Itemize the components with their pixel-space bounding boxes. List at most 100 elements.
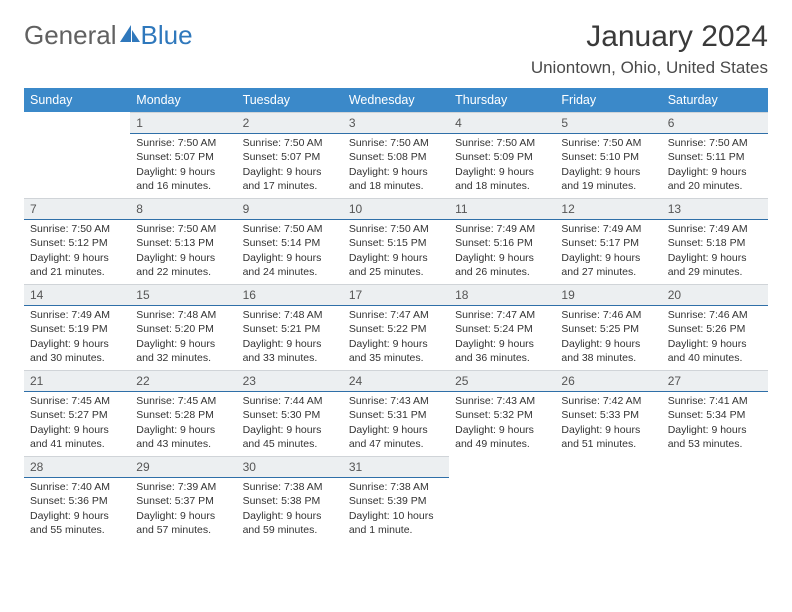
day-details: Sunrise: 7:44 AMSunset: 5:30 PMDaylight:… [237,392,343,455]
daylight-line: Daylight: 9 hours and 17 minutes. [243,165,337,193]
sunrise-line: Sunrise: 7:47 AM [349,308,443,322]
brand-sail-icon [119,24,141,44]
day-details: Sunrise: 7:49 AMSunset: 5:16 PMDaylight:… [449,220,555,283]
day-details: Sunrise: 7:48 AMSunset: 5:21 PMDaylight:… [237,306,343,369]
sunrise-line: Sunrise: 7:50 AM [668,136,762,150]
sunrise-line: Sunrise: 7:50 AM [136,136,230,150]
day-details: Sunrise: 7:50 AMSunset: 5:07 PMDaylight:… [130,134,236,197]
sunset-line: Sunset: 5:33 PM [561,408,655,422]
day-details: Sunrise: 7:47 AMSunset: 5:22 PMDaylight:… [343,306,449,369]
calendar-day-cell: 30Sunrise: 7:38 AMSunset: 5:38 PMDayligh… [237,456,343,542]
calendar-week-row: 7Sunrise: 7:50 AMSunset: 5:12 PMDaylight… [24,198,768,284]
daylight-line: Daylight: 9 hours and 59 minutes. [243,509,337,537]
sunrise-line: Sunrise: 7:50 AM [243,136,337,150]
day-details: Sunrise: 7:43 AMSunset: 5:32 PMDaylight:… [449,392,555,455]
day-number: 6 [662,112,768,134]
sunrise-line: Sunrise: 7:40 AM [30,480,124,494]
sunset-line: Sunset: 5:09 PM [455,150,549,164]
sunrise-line: Sunrise: 7:50 AM [243,222,337,236]
calendar-day-cell [24,112,130,198]
day-details: Sunrise: 7:50 AMSunset: 5:10 PMDaylight:… [555,134,661,197]
day-number: 21 [24,370,130,392]
day-number: 17 [343,284,449,306]
daylight-line: Daylight: 9 hours and 36 minutes. [455,337,549,365]
calendar-day-cell: 14Sunrise: 7:49 AMSunset: 5:19 PMDayligh… [24,284,130,370]
calendar-day-cell [449,456,555,542]
sunset-line: Sunset: 5:32 PM [455,408,549,422]
calendar-day-cell: 9Sunrise: 7:50 AMSunset: 5:14 PMDaylight… [237,198,343,284]
daylight-line: Daylight: 9 hours and 47 minutes. [349,423,443,451]
day-number: 29 [130,456,236,478]
calendar-day-cell: 2Sunrise: 7:50 AMSunset: 5:07 PMDaylight… [237,112,343,198]
sunrise-line: Sunrise: 7:46 AM [561,308,655,322]
daylight-line: Daylight: 9 hours and 27 minutes. [561,251,655,279]
day-details: Sunrise: 7:45 AMSunset: 5:27 PMDaylight:… [24,392,130,455]
calendar-day-cell: 23Sunrise: 7:44 AMSunset: 5:30 PMDayligh… [237,370,343,456]
day-details: Sunrise: 7:46 AMSunset: 5:26 PMDaylight:… [662,306,768,369]
day-number: 4 [449,112,555,134]
sunrise-line: Sunrise: 7:38 AM [349,480,443,494]
sunset-line: Sunset: 5:31 PM [349,408,443,422]
sunrise-line: Sunrise: 7:43 AM [349,394,443,408]
day-details: Sunrise: 7:43 AMSunset: 5:31 PMDaylight:… [343,392,449,455]
calendar-day-cell: 21Sunrise: 7:45 AMSunset: 5:27 PMDayligh… [24,370,130,456]
sunset-line: Sunset: 5:20 PM [136,322,230,336]
calendar-day-cell: 10Sunrise: 7:50 AMSunset: 5:15 PMDayligh… [343,198,449,284]
sunset-line: Sunset: 5:15 PM [349,236,443,250]
weekday-header: Saturday [662,88,768,112]
day-details: Sunrise: 7:49 AMSunset: 5:17 PMDaylight:… [555,220,661,283]
day-number: 2 [237,112,343,134]
sunset-line: Sunset: 5:25 PM [561,322,655,336]
day-number: 15 [130,284,236,306]
day-number: 27 [662,370,768,392]
calendar-day-cell: 5Sunrise: 7:50 AMSunset: 5:10 PMDaylight… [555,112,661,198]
daylight-line: Daylight: 9 hours and 49 minutes. [455,423,549,451]
sunset-line: Sunset: 5:24 PM [455,322,549,336]
calendar-day-cell: 22Sunrise: 7:45 AMSunset: 5:28 PMDayligh… [130,370,236,456]
sunrise-line: Sunrise: 7:49 AM [455,222,549,236]
day-number: 12 [555,198,661,220]
sunrise-line: Sunrise: 7:49 AM [668,222,762,236]
day-number: 1 [130,112,236,134]
sunset-line: Sunset: 5:37 PM [136,494,230,508]
day-details: Sunrise: 7:41 AMSunset: 5:34 PMDaylight:… [662,392,768,455]
sunset-line: Sunset: 5:38 PM [243,494,337,508]
calendar-day-cell: 28Sunrise: 7:40 AMSunset: 5:36 PMDayligh… [24,456,130,542]
weekday-header: Monday [130,88,236,112]
sunrise-line: Sunrise: 7:49 AM [30,308,124,322]
sunset-line: Sunset: 5:17 PM [561,236,655,250]
sunset-line: Sunset: 5:11 PM [668,150,762,164]
daylight-line: Daylight: 9 hours and 16 minutes. [136,165,230,193]
daylight-line: Daylight: 9 hours and 30 minutes. [30,337,124,365]
sunset-line: Sunset: 5:36 PM [30,494,124,508]
sunrise-line: Sunrise: 7:50 AM [561,136,655,150]
calendar-week-row: 14Sunrise: 7:49 AMSunset: 5:19 PMDayligh… [24,284,768,370]
day-number: 20 [662,284,768,306]
day-details: Sunrise: 7:49 AMSunset: 5:19 PMDaylight:… [24,306,130,369]
daylight-line: Daylight: 9 hours and 24 minutes. [243,251,337,279]
daylight-line: Daylight: 9 hours and 25 minutes. [349,251,443,279]
day-number: 8 [130,198,236,220]
calendar-day-cell: 27Sunrise: 7:41 AMSunset: 5:34 PMDayligh… [662,370,768,456]
day-details: Sunrise: 7:40 AMSunset: 5:36 PMDaylight:… [24,478,130,541]
daylight-line: Daylight: 9 hours and 57 minutes. [136,509,230,537]
sunset-line: Sunset: 5:16 PM [455,236,549,250]
daylight-line: Daylight: 9 hours and 18 minutes. [349,165,443,193]
daylight-line: Daylight: 10 hours and 1 minute. [349,509,443,537]
weekday-header: Wednesday [343,88,449,112]
sunrise-line: Sunrise: 7:50 AM [136,222,230,236]
day-number: 24 [343,370,449,392]
day-details: Sunrise: 7:48 AMSunset: 5:20 PMDaylight:… [130,306,236,369]
day-details: Sunrise: 7:38 AMSunset: 5:38 PMDaylight:… [237,478,343,541]
day-details: Sunrise: 7:50 AMSunset: 5:07 PMDaylight:… [237,134,343,197]
calendar-day-cell: 1Sunrise: 7:50 AMSunset: 5:07 PMDaylight… [130,112,236,198]
calendar-week-row: 28Sunrise: 7:40 AMSunset: 5:36 PMDayligh… [24,456,768,542]
brand-part1: General [24,20,117,51]
daylight-line: Daylight: 9 hours and 45 minutes. [243,423,337,451]
calendar-day-cell: 4Sunrise: 7:50 AMSunset: 5:09 PMDaylight… [449,112,555,198]
sunset-line: Sunset: 5:18 PM [668,236,762,250]
day-number: 23 [237,370,343,392]
day-number: 10 [343,198,449,220]
sunrise-line: Sunrise: 7:47 AM [455,308,549,322]
sunset-line: Sunset: 5:13 PM [136,236,230,250]
